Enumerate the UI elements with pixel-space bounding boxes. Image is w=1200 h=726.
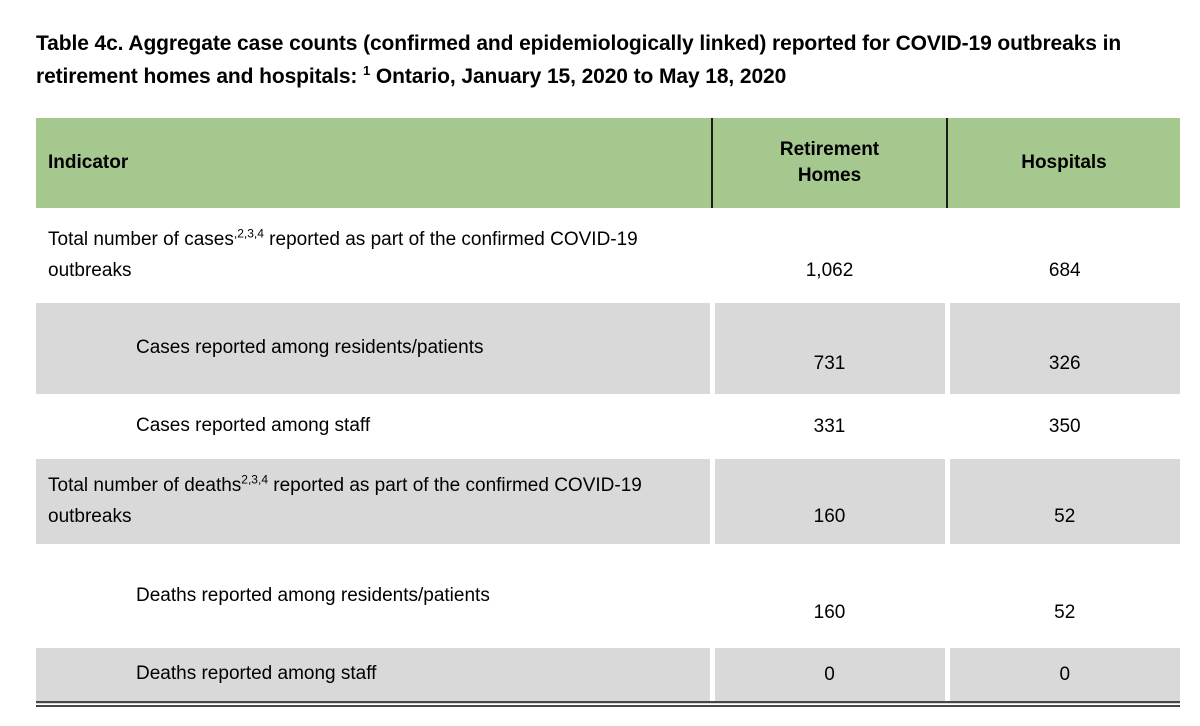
header-row: Indicator Retirement Homes Hospitals bbox=[36, 118, 1180, 209]
table-row: Cases reported among residents/patients 7… bbox=[36, 303, 1180, 395]
indicator-cell: Deaths reported among staff bbox=[36, 648, 712, 708]
indicator-cell: Deaths reported among residents/patients bbox=[36, 544, 712, 649]
col-header-retirement-homes-label: Retirement Homes bbox=[779, 139, 880, 187]
indicator-cell: Cases reported among residents/patients bbox=[36, 303, 712, 395]
retirement-homes-value: 1,062 bbox=[709, 208, 947, 304]
hospitals-value: 350 bbox=[944, 394, 1180, 460]
table-row: Total number of deaths2,3,4 reported as … bbox=[36, 459, 1180, 545]
hospitals-value: 52 bbox=[944, 459, 1180, 545]
table-row: Deaths reported among residents/patients… bbox=[36, 544, 1180, 649]
hospitals-value: 326 bbox=[944, 303, 1180, 395]
indicator-label: Deaths reported among residents/patients bbox=[136, 584, 490, 606]
table-title-text: Table 4c. Aggregate case counts (confirm… bbox=[36, 32, 1122, 88]
indicator-cell: Total number of cases,2,3,4 reported as … bbox=[36, 208, 712, 304]
aggregate-case-counts-table: Indicator Retirement Homes Hospitals Tot… bbox=[36, 118, 1180, 708]
table-title-date-range: Ontario, January 15, 2020 to May 18, 202… bbox=[370, 64, 787, 88]
retirement-homes-value: 160 bbox=[709, 459, 947, 545]
indicator-label-continued: reported as part of the confirmed COVID-… bbox=[48, 229, 638, 281]
indicator-label: Deaths reported among staff bbox=[136, 663, 377, 685]
col-header-hospitals-label: Hospitals bbox=[1021, 152, 1107, 174]
indicator-cell: Cases reported among staff bbox=[36, 394, 712, 460]
table-header: Indicator Retirement Homes Hospitals bbox=[36, 118, 1180, 209]
report-page: Table 4c. Aggregate case counts (confirm… bbox=[36, 28, 1180, 708]
col-header-hospitals: Hospitals bbox=[946, 118, 1180, 209]
col-header-indicator: Indicator bbox=[36, 118, 712, 209]
table-row: Deaths reported among staff 0 0 bbox=[36, 648, 1180, 708]
retirement-homes-value: 731 bbox=[709, 303, 947, 395]
indicator-label: Cases reported among residents/patients bbox=[136, 337, 484, 359]
retirement-homes-value: 160 bbox=[709, 544, 947, 649]
indicator-label: Total number of deaths bbox=[48, 475, 242, 497]
table-row: Cases reported among staff 331 350 bbox=[36, 394, 1180, 460]
indicator-cell: Total number of deaths2,3,4 reported as … bbox=[36, 459, 712, 545]
hospitals-value: 684 bbox=[944, 208, 1180, 304]
indicator-label: Total number of cases bbox=[48, 229, 234, 251]
table-title-footnote-superscript: 1 bbox=[363, 62, 371, 78]
table-title: Table 4c. Aggregate case counts (confirm… bbox=[36, 28, 1168, 93]
footnote-superscript: 2,3,4 bbox=[241, 472, 268, 487]
footnote-superscript: ,2,3,4 bbox=[233, 226, 264, 241]
table-row: Total number of cases,2,3,4 reported as … bbox=[36, 208, 1180, 304]
retirement-homes-value: 331 bbox=[709, 394, 947, 460]
hospitals-value: 0 bbox=[944, 648, 1180, 708]
hospitals-value: 52 bbox=[944, 544, 1180, 649]
retirement-homes-value: 0 bbox=[709, 648, 947, 708]
table-body: Total number of cases,2,3,4 reported as … bbox=[36, 208, 1180, 708]
indicator-label: Cases reported among staff bbox=[136, 415, 371, 437]
indicator-label-continued: reported as part of the confirmed COVID-… bbox=[48, 475, 642, 527]
col-header-retirement-homes: Retirement Homes bbox=[711, 118, 947, 209]
